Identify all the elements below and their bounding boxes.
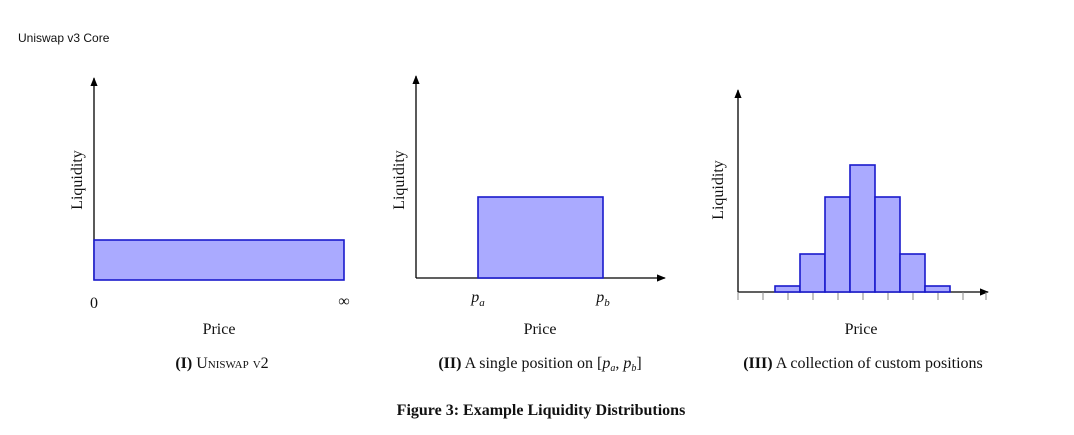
y-label: Liquidity — [710, 160, 727, 220]
positions — [774, 164, 951, 293]
position-bar — [477, 196, 604, 279]
tick-label: 0 — [90, 295, 98, 312]
panel-1: Liquidity 0 ∞ Price (I) Uniswap v2 — [69, 77, 350, 372]
x-label: Price — [203, 321, 236, 338]
caption-text: A collection of custom positions — [776, 355, 983, 372]
position-bar — [799, 253, 826, 293]
caption-text: A single position on — [465, 355, 593, 372]
panel-label: (III) — [743, 355, 772, 372]
tick-label: pb — [595, 289, 610, 309]
math-base: p — [601, 355, 610, 372]
position-bar — [849, 164, 876, 293]
math-base: p — [622, 355, 631, 372]
panel-caption: (I) Uniswap v2 — [175, 355, 268, 372]
panel-3: Liquidity Price (III) A collection of cu… — [710, 89, 989, 372]
math: [ — [597, 355, 602, 372]
math-base: p — [470, 289, 479, 306]
math-sub: b — [604, 297, 610, 309]
y-label: Liquidity — [69, 150, 86, 210]
panel-caption: (III) A collection of custom positions — [743, 355, 983, 372]
header-title: Uniswap v3 Core — [18, 31, 110, 45]
panel-label: (II) — [438, 355, 461, 372]
math-sub: a — [479, 297, 485, 309]
figure-caption: Figure 3: Example Liquidity Distribution… — [397, 402, 686, 419]
math-base: p — [595, 289, 604, 306]
y-label: Liquidity — [391, 150, 408, 210]
caption-text: Uniswap v2 — [196, 355, 268, 372]
x-label: Price — [845, 321, 878, 338]
x-label: Price — [524, 321, 557, 338]
math-sub: b — [631, 363, 636, 374]
tick-label: ∞ — [338, 293, 349, 310]
math: ] — [636, 355, 641, 372]
panel-caption: (II) A single position on [pa, pb] — [438, 355, 641, 374]
position-bar — [874, 196, 901, 293]
tick-label: pa — [470, 289, 485, 309]
tick-marks — [737, 292, 987, 300]
position-bar — [924, 285, 951, 293]
liquidity-bar — [93, 239, 345, 281]
panel-2: Liquidity pa pb Price (II) A single posi… — [391, 75, 666, 374]
math: , — [615, 355, 623, 372]
panel-label: (I) — [175, 355, 192, 372]
position-bar — [899, 253, 926, 293]
position-bar — [824, 196, 851, 293]
math-sub: a — [610, 363, 615, 374]
position-bar — [774, 285, 801, 293]
